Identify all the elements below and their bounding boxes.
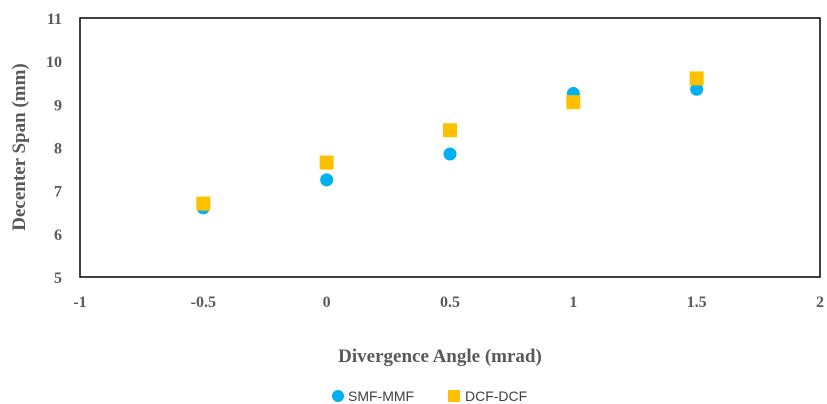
legend-marker-dcf-dcf — [448, 390, 460, 402]
x-tick-label: 2 — [816, 294, 824, 311]
y-tick-label: 10 — [46, 54, 62, 71]
point-dcf-dcf — [566, 95, 581, 110]
point-dcf-dcf — [319, 155, 334, 170]
x-tick-label: 0.5 — [440, 294, 460, 311]
legend-marker-smf-mmf — [332, 390, 344, 402]
x-tick-label: 1.5 — [687, 294, 707, 311]
y-axis-ticks: 5 6 7 8 9 10 11 — [46, 11, 62, 287]
x-tick-label: -0.5 — [191, 294, 216, 311]
point-dcf-dcf — [196, 196, 211, 211]
y-axis-title: Decenter Span (mm) — [9, 63, 30, 230]
y-tick-label: 11 — [47, 11, 62, 28]
y-tick-label: 6 — [54, 227, 62, 244]
x-axis-title: Divergence Angle (mrad) — [338, 346, 542, 367]
legend-label-dcf-dcf: DCF-DCF — [465, 388, 527, 404]
legend-label-smf-mmf: SMF-MMF — [348, 388, 414, 404]
x-axis-ticks: -1 -0.5 0 0.5 1 1.5 2 — [73, 294, 824, 311]
x-tick-label: 1 — [569, 294, 577, 311]
point-smf-mmf — [320, 173, 334, 187]
y-tick-label: 8 — [54, 141, 62, 158]
point-smf-mmf — [690, 82, 704, 96]
x-tick-label: -1 — [73, 294, 86, 311]
y-tick-label: 9 — [54, 97, 62, 114]
point-dcf-dcf — [443, 123, 457, 138]
point-dcf-dcf — [689, 71, 704, 86]
legend: SMF-MMF DCF-DCF — [332, 388, 527, 404]
data-points — [196, 71, 704, 215]
x-tick-label: 0 — [323, 294, 331, 311]
y-tick-label: 7 — [54, 184, 62, 201]
y-tick-label: 5 — [54, 270, 62, 287]
point-smf-mmf — [443, 147, 457, 161]
